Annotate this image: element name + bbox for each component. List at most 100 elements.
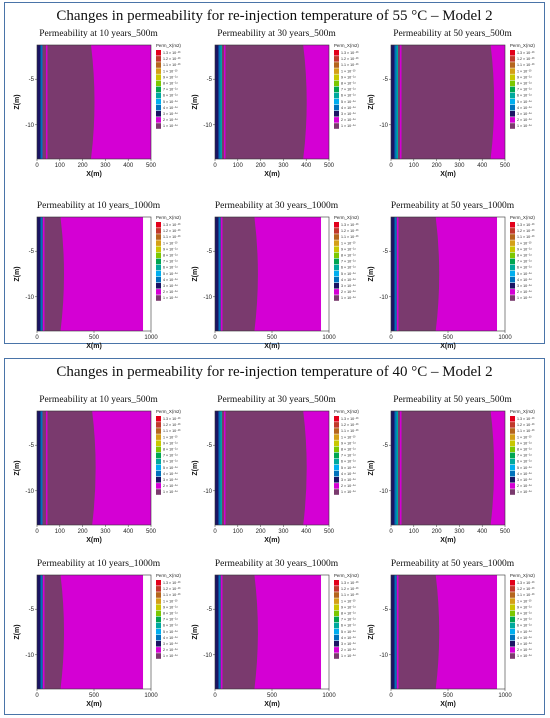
legend-label: 7 × 10⁻¹⁴ (517, 88, 532, 92)
legend-label: 1.1 × 10⁻¹³ (517, 429, 535, 433)
legend-swatch (334, 68, 339, 74)
legend-swatch (510, 470, 515, 477)
legend-swatch (334, 283, 339, 289)
y-tick-label: -10 (25, 123, 34, 129)
legend-swatch (510, 246, 515, 252)
x-axis-label: X(m) (264, 171, 280, 178)
legend-title: Perm_X(m2) (156, 409, 181, 414)
legend-swatch (334, 264, 339, 271)
low-perm-zone (391, 45, 495, 159)
legend-label: 8 × 10⁻¹⁴ (517, 612, 532, 616)
y-tick-label: -5 (383, 77, 389, 83)
legend-swatch (334, 228, 339, 234)
legend-swatch (334, 653, 339, 659)
legend-swatch (156, 452, 161, 459)
legend-label: 2 × 10⁻¹⁴ (163, 484, 178, 488)
legend-label: 8 × 10⁻¹⁴ (341, 612, 356, 616)
x-tick-label: 500 (500, 163, 511, 169)
y-tick-label: -10 (379, 123, 388, 129)
permeability-plot: -5 -10 Z(m) 0 100 200 300 400 500 X(m) Perm_X(m2) 1… (368, 409, 535, 544)
legend-swatch (510, 283, 515, 289)
well-strip (215, 217, 219, 331)
legend-title: Perm_X(m2) (510, 215, 535, 220)
legend-label: 1 × 10⁻¹⁴ (341, 296, 356, 300)
legend-swatch (156, 117, 161, 123)
well-strip (397, 217, 399, 331)
well-strip (215, 411, 219, 525)
legend-swatch (156, 80, 161, 87)
legend-label: 8 × 10⁻¹⁴ (341, 448, 356, 452)
well-strip (221, 575, 223, 689)
legend-swatch (334, 86, 339, 93)
legend-label: 1.1 × 10⁻¹³ (517, 63, 535, 67)
legend-label: 7 × 10⁻¹⁴ (517, 260, 532, 264)
legend-swatch (510, 289, 515, 295)
x-tick-label: 200 (432, 163, 443, 169)
legend-swatch (334, 92, 339, 99)
legend-swatch (156, 283, 161, 289)
plot-panel: Permeability at 30 years_500m -5 -10 Z(m) 0 1… (189, 395, 364, 545)
legend-label: 8 × 10⁻¹⁴ (163, 448, 178, 452)
legend-label: 1.2 × 10⁻¹³ (163, 423, 181, 427)
legend-swatch (156, 422, 161, 428)
y-axis-label: Z(m) (192, 266, 199, 281)
legend-swatch (156, 477, 161, 483)
legend-swatch (510, 464, 515, 471)
legend-swatch (510, 222, 515, 228)
legend-swatch (510, 428, 515, 434)
legend-swatch (156, 416, 161, 422)
legend-swatch (334, 270, 339, 277)
low-perm-zone (37, 411, 96, 525)
x-tick-label: 300 (454, 529, 465, 535)
legend-label: 4 × 10⁻¹⁴ (341, 278, 356, 282)
x-tick-label: 500 (324, 163, 335, 169)
y-tick-label: -5 (207, 77, 213, 83)
legend-title: Perm_X(m2) (334, 215, 359, 220)
legend-swatch (156, 446, 161, 453)
legend-swatch (156, 74, 161, 80)
well-strip (400, 411, 402, 525)
legend-label: 5 × 10⁻¹⁴ (517, 272, 532, 276)
legend-swatch (156, 653, 161, 659)
legend-label: 9 × 10⁻¹⁴ (163, 441, 178, 445)
legend-swatch (510, 610, 515, 617)
legend-swatch (156, 483, 161, 489)
plot-panel: Permeability at 50 years_1000m -5 -10 Z(m) 0… (365, 201, 540, 351)
legend-label: 5 × 10⁻¹⁴ (341, 466, 356, 470)
legend-swatch (156, 470, 161, 477)
x-tick-label: 0 (213, 529, 217, 535)
legend-label: 1.2 × 10⁻¹³ (517, 423, 535, 427)
legend-label: 1.2 × 10⁻¹³ (163, 587, 181, 591)
y-axis-label: Z(m) (368, 624, 375, 639)
legend-swatch (510, 598, 515, 604)
legend-title: Perm_X(m2) (334, 573, 359, 578)
legend-swatch (510, 68, 515, 74)
legend-swatch (510, 270, 515, 277)
low-perm-zone (215, 217, 258, 331)
legend-label: 8 × 10⁻¹⁴ (341, 82, 356, 86)
x-tick-label: 1000 (144, 693, 158, 699)
legend-label: 1.2 × 10⁻¹³ (341, 587, 359, 591)
x-tick-label: 1000 (498, 335, 512, 341)
legend-title: Perm_X(m2) (510, 573, 535, 578)
well-strip (391, 575, 395, 689)
legend-swatch (156, 240, 161, 246)
legend-swatch (156, 123, 161, 129)
x-axis-label: X(m) (440, 701, 456, 708)
legend-label: 2 × 10⁻¹⁴ (163, 648, 178, 652)
well-strip (220, 411, 222, 525)
x-axis-label: X(m) (440, 171, 456, 178)
legend-swatch (156, 289, 161, 295)
legend-label: 1.1 × 10⁻¹³ (341, 63, 359, 67)
x-tick-label: 400 (477, 163, 488, 169)
legend-swatch (510, 440, 515, 446)
legend-label: 7 × 10⁻¹⁴ (517, 454, 532, 458)
legend-swatch (510, 234, 515, 240)
low-perm-zone (391, 575, 440, 689)
x-tick-label: 0 (389, 163, 393, 169)
legend-label: 1.2 × 10⁻¹³ (163, 229, 181, 233)
legend-label: 1 × 10⁻¹⁴ (163, 296, 178, 300)
legend-swatch (510, 264, 515, 271)
legend-swatch (510, 483, 515, 489)
legend-swatch (510, 592, 515, 598)
